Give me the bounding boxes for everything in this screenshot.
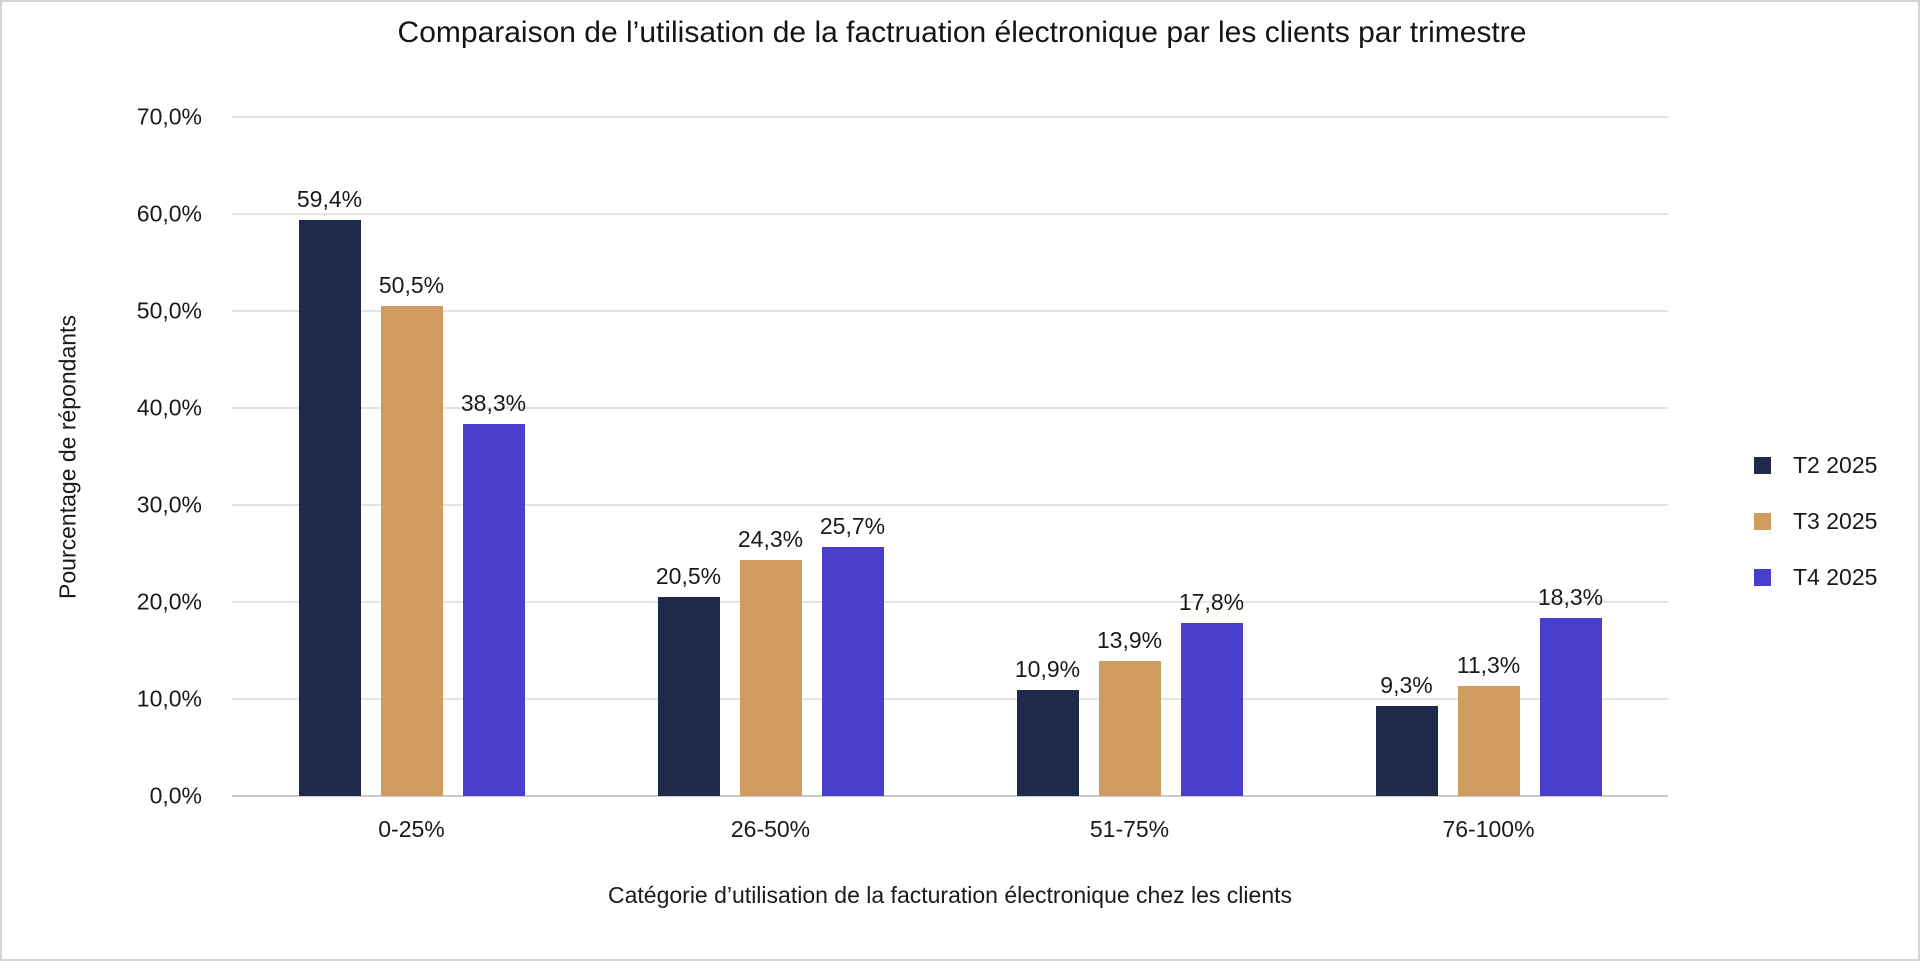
bar-value-label: 17,8% <box>1178 589 1245 616</box>
legend-item: T3 2025 <box>1754 508 1877 535</box>
gridline <box>232 116 1668 118</box>
y-tick-label: 0,0% <box>149 782 202 809</box>
bar-value-label: 38,3% <box>460 390 527 417</box>
legend: T2 2025 T3 2025 T4 2025 <box>1754 452 1877 620</box>
legend-item: T2 2025 <box>1754 452 1877 479</box>
bar <box>380 306 443 796</box>
bar <box>1457 686 1520 796</box>
bar-value-label: 18,3% <box>1537 584 1604 611</box>
bar <box>821 546 884 796</box>
y-tick-label: 40,0% <box>136 394 202 421</box>
legend-label: T3 2025 <box>1793 508 1878 534</box>
bar <box>298 219 361 796</box>
bar-value-label: 9,3% <box>1380 671 1433 698</box>
bar-value-label: 59,4% <box>296 185 363 212</box>
legend-item: T4 2025 <box>1754 564 1877 591</box>
bar-value-label: 10,9% <box>1014 656 1081 683</box>
x-axis-title: Catégorie d’utilisation de la facturatio… <box>607 882 1293 908</box>
bar-value-label: 24,3% <box>737 526 804 553</box>
gridline <box>232 407 1668 409</box>
y-tick-label: 50,0% <box>136 297 202 324</box>
bar-value-label: 50,5% <box>378 272 445 299</box>
category-label: 51-75% <box>1089 816 1170 842</box>
bar <box>1098 661 1161 796</box>
x-axis-line <box>232 795 1668 797</box>
y-tick-label: 20,0% <box>136 588 202 615</box>
chart-title: Comparaison de l’utilisation de la factr… <box>397 16 1527 49</box>
legend-swatch <box>1754 569 1771 586</box>
gridline <box>232 504 1668 506</box>
bar <box>657 597 720 796</box>
bar <box>1016 690 1079 796</box>
bar <box>462 424 525 796</box>
legend-swatch <box>1754 513 1771 530</box>
legend-swatch <box>1754 457 1771 474</box>
legend-label: T4 2025 <box>1793 564 1878 590</box>
y-tick-label: 30,0% <box>136 491 202 518</box>
y-tick-label: 70,0% <box>136 103 202 130</box>
legend-label: T2 2025 <box>1793 452 1878 478</box>
category-label: 26-50% <box>730 816 811 842</box>
bar <box>1180 623 1243 796</box>
bar-value-label: 11,3% <box>1456 652 1521 679</box>
bar-value-label: 25,7% <box>819 512 886 539</box>
y-tick-label: 10,0% <box>136 685 202 712</box>
y-tick-label: 60,0% <box>136 200 202 227</box>
category-label: 76-100% <box>1442 816 1535 842</box>
gridline <box>232 310 1668 312</box>
bar-value-label: 13,9% <box>1096 627 1163 654</box>
gridline <box>232 601 1668 603</box>
bar <box>739 560 802 796</box>
bar <box>1539 618 1602 796</box>
bar <box>1375 705 1438 796</box>
gridline <box>232 213 1668 215</box>
bar-value-label: 20,5% <box>655 563 722 590</box>
category-label: 0-25% <box>378 816 445 842</box>
gridline <box>232 698 1668 700</box>
